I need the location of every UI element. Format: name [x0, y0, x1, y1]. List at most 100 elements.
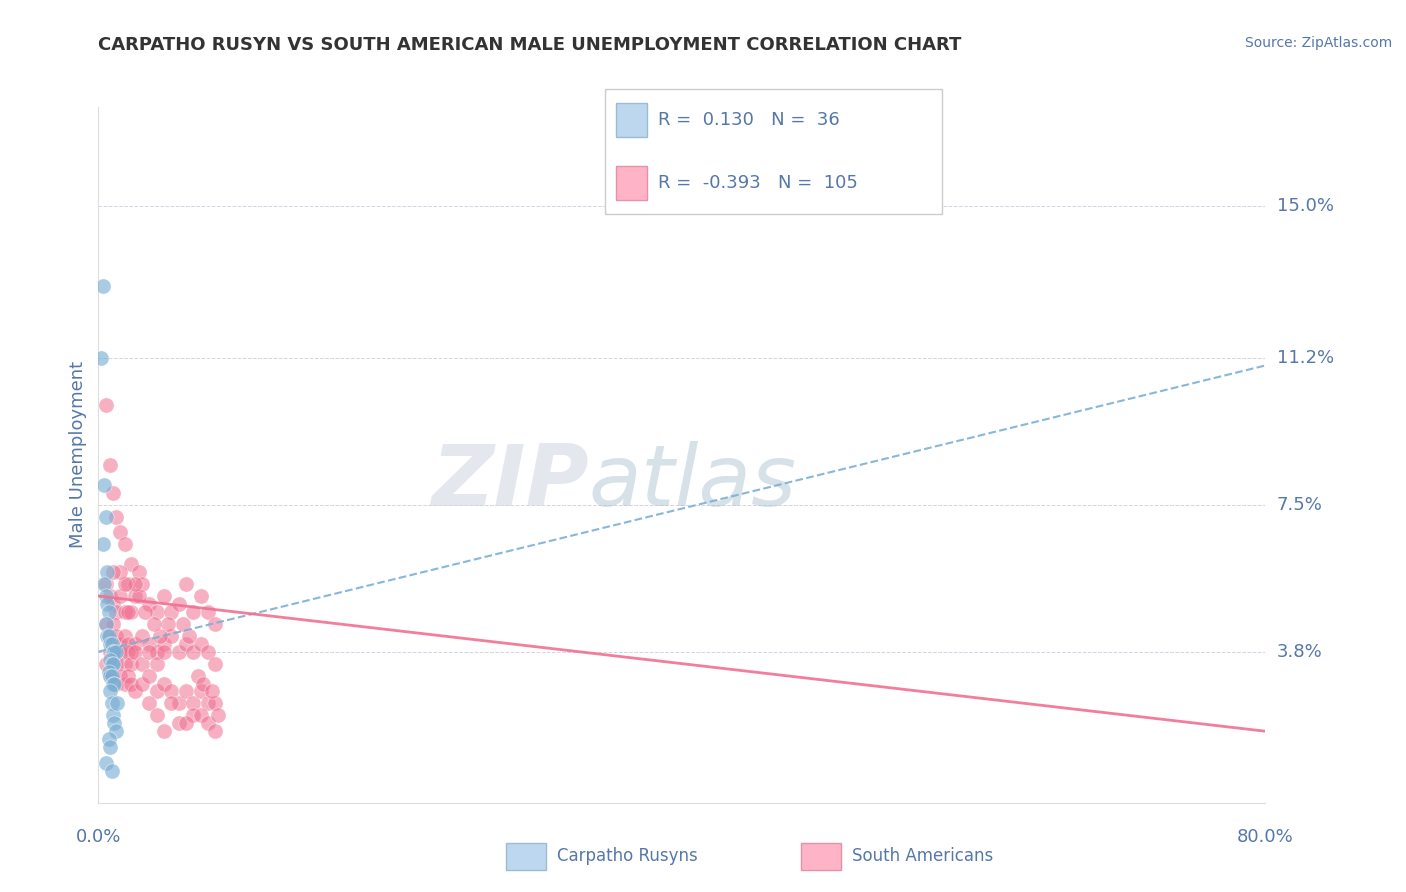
- Point: [110, 589, 132, 603]
- Point: [174, 577, 197, 591]
- Point: [131, 676, 153, 690]
- Point: [124, 577, 146, 591]
- Point: [93, 577, 115, 591]
- Text: 15.0%: 15.0%: [1277, 197, 1333, 216]
- Point: [101, 653, 124, 667]
- Point: [187, 668, 209, 682]
- Point: [174, 716, 197, 731]
- Point: [94, 509, 117, 524]
- Point: [103, 716, 125, 731]
- Y-axis label: Male Unemployment: Male Unemployment: [69, 361, 87, 549]
- Point: [204, 724, 226, 739]
- Point: [100, 668, 122, 682]
- Point: [94, 398, 117, 412]
- Point: [104, 724, 127, 739]
- Point: [98, 458, 121, 472]
- Point: [201, 684, 224, 698]
- Text: South Americans: South Americans: [852, 847, 993, 865]
- Point: [124, 684, 146, 698]
- Point: [101, 645, 124, 659]
- Point: [114, 537, 136, 551]
- Point: [160, 697, 183, 711]
- Point: [104, 676, 127, 690]
- Point: [114, 629, 136, 643]
- Point: [101, 657, 124, 671]
- Point: [204, 697, 226, 711]
- Point: [146, 645, 169, 659]
- Point: [120, 657, 142, 671]
- Text: R =  -0.393   N =  105: R = -0.393 N = 105: [658, 174, 858, 192]
- Point: [104, 605, 127, 619]
- Point: [104, 645, 127, 659]
- Point: [153, 589, 176, 603]
- Point: [204, 657, 226, 671]
- Text: Carpatho Rusyns: Carpatho Rusyns: [557, 847, 697, 865]
- Point: [153, 645, 176, 659]
- Text: 80.0%: 80.0%: [1237, 828, 1294, 846]
- Point: [97, 665, 120, 679]
- Point: [117, 605, 139, 619]
- Point: [96, 565, 118, 579]
- Point: [101, 485, 124, 500]
- Point: [94, 577, 117, 591]
- Point: [97, 732, 120, 747]
- Text: R =  0.130   N =  36: R = 0.130 N = 36: [658, 112, 839, 129]
- Point: [101, 597, 124, 611]
- Point: [167, 645, 190, 659]
- Point: [190, 637, 212, 651]
- Point: [93, 477, 115, 491]
- Point: [160, 629, 183, 643]
- Text: 11.2%: 11.2%: [1277, 349, 1334, 367]
- Text: 0.0%: 0.0%: [76, 828, 121, 846]
- Point: [103, 676, 125, 690]
- Text: CARPATHO RUSYN VS SOUTH AMERICAN MALE UNEMPLOYMENT CORRELATION CHART: CARPATHO RUSYN VS SOUTH AMERICAN MALE UN…: [98, 36, 962, 54]
- Point: [146, 684, 169, 698]
- Text: Source: ZipAtlas.com: Source: ZipAtlas.com: [1244, 36, 1392, 50]
- Point: [149, 629, 172, 643]
- Point: [101, 668, 124, 682]
- Point: [146, 708, 169, 723]
- Point: [98, 629, 121, 643]
- Point: [193, 676, 215, 690]
- Point: [114, 577, 136, 591]
- Point: [153, 724, 176, 739]
- Text: 3.8%: 3.8%: [1277, 643, 1322, 661]
- Point: [98, 645, 121, 659]
- Point: [98, 684, 121, 698]
- Point: [138, 645, 160, 659]
- Point: [207, 708, 229, 723]
- Point: [197, 716, 219, 731]
- Point: [146, 605, 169, 619]
- Point: [174, 684, 197, 698]
- Point: [103, 645, 125, 659]
- Point: [114, 605, 136, 619]
- Point: [117, 637, 139, 651]
- Point: [197, 605, 219, 619]
- Point: [101, 616, 124, 631]
- Point: [138, 637, 160, 651]
- Point: [124, 589, 146, 603]
- Point: [181, 697, 204, 711]
- Point: [181, 708, 204, 723]
- Point: [91, 279, 114, 293]
- Point: [167, 716, 190, 731]
- Point: [120, 605, 142, 619]
- Point: [96, 597, 118, 611]
- Point: [105, 697, 128, 711]
- Text: atlas: atlas: [589, 442, 797, 524]
- Point: [98, 740, 121, 755]
- Point: [110, 668, 132, 682]
- Point: [138, 597, 160, 611]
- Point: [94, 616, 117, 631]
- Point: [101, 676, 124, 690]
- Point: [94, 616, 117, 631]
- Point: [131, 577, 153, 591]
- Point: [117, 645, 139, 659]
- Point: [177, 629, 200, 643]
- Point: [167, 697, 190, 711]
- Point: [120, 558, 142, 572]
- Point: [197, 645, 219, 659]
- Point: [142, 616, 165, 631]
- Point: [98, 668, 121, 682]
- Point: [100, 697, 122, 711]
